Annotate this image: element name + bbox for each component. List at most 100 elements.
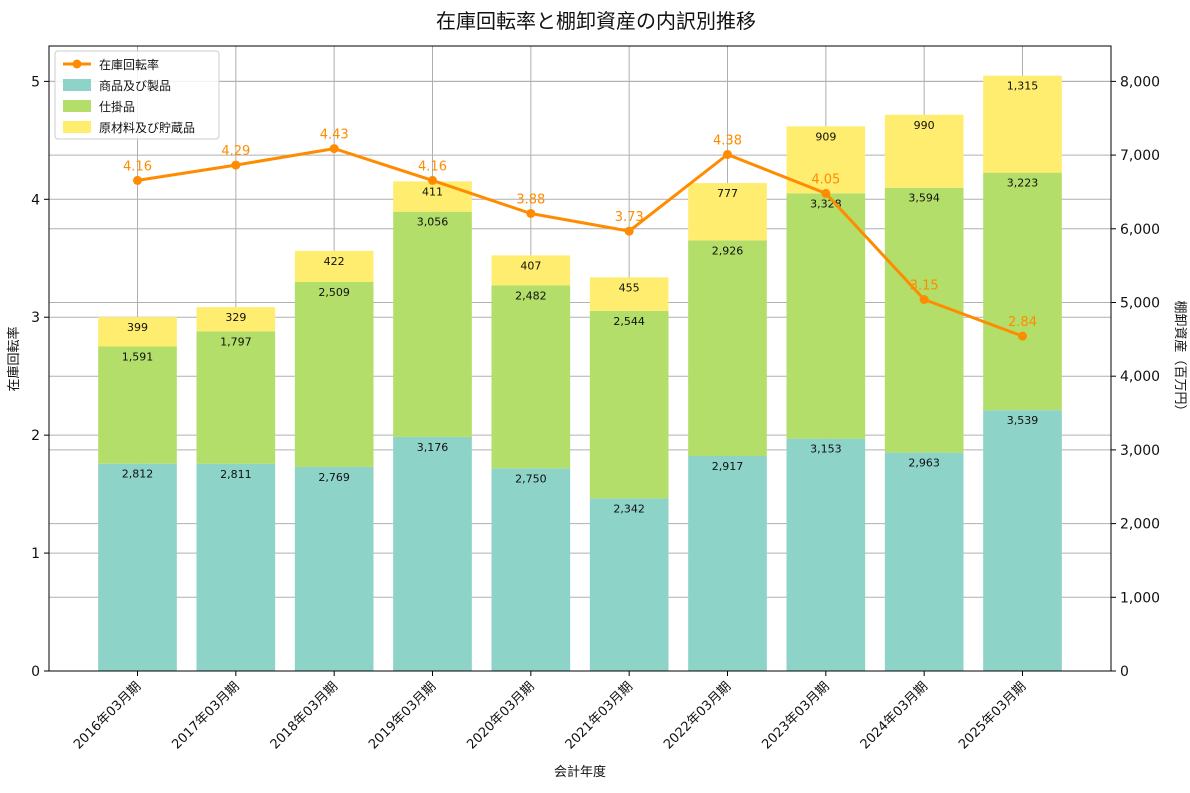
y-tick-label-right: 4,000 <box>1120 369 1160 385</box>
bar-labels-layer: 2,812 2,811 2,769 3,176 2,750 2,342 2,917 3,153… <box>122 80 1039 516</box>
bar-value-label: 411 <box>422 185 443 198</box>
bar-value-label: 2,750 <box>515 472 547 485</box>
bar-segment <box>589 498 669 671</box>
bar-segment <box>786 438 866 671</box>
x-tick-label: 2017年03月期 <box>169 679 242 752</box>
y-tick-label-left: 3 <box>31 310 40 326</box>
y-tick-label-right: 6,000 <box>1120 222 1160 238</box>
legend-label: 仕掛品 <box>99 99 135 114</box>
bar-value-label: 990 <box>914 119 935 132</box>
bar-segment <box>294 466 374 671</box>
turnover-point <box>723 149 732 159</box>
bar-segment <box>196 463 276 671</box>
turnover-point <box>624 226 634 236</box>
bar-value-label: 407 <box>520 259 541 272</box>
bar-value-label: 3,539 <box>1007 414 1039 427</box>
bar-value-label: 3,223 <box>1007 177 1039 190</box>
x-tick-label: 2016年03月期 <box>71 679 144 752</box>
x-tick-label: 2020年03月期 <box>464 679 537 752</box>
y-axis-label-left: 在庫回転率 <box>6 326 22 391</box>
bar-value-label: 2,917 <box>712 460 744 473</box>
legend-swatch <box>63 79 91 91</box>
bar-value-label: 3,594 <box>908 192 940 205</box>
bar-value-label: 2,811 <box>220 468 252 481</box>
bar-segment <box>393 436 472 671</box>
bar-segment <box>589 310 669 499</box>
bar-segment <box>983 172 1062 411</box>
bar-segment <box>688 240 767 457</box>
y-axis-label-right: 棚卸資産（百万円） <box>1172 300 1188 417</box>
x-tick-label: 2023年03月期 <box>759 679 832 752</box>
turnover-point <box>821 188 831 198</box>
bar-segment <box>983 75 1062 173</box>
y-tick-label-left: 4 <box>31 192 40 208</box>
turnover-point <box>133 175 142 185</box>
bar-segment <box>196 307 276 332</box>
bar-segment <box>688 456 767 671</box>
turnover-point <box>428 175 437 185</box>
bar-segment <box>884 187 964 453</box>
x-tick-label: 2018年03月期 <box>268 679 341 752</box>
line-layer: 4.16 4.29 4.43 4.16 3.88 3.73 4.38 4.05 3.15 2.84 <box>123 128 1037 341</box>
bar-segment <box>884 114 964 188</box>
y-tick-label-right: 2,000 <box>1120 517 1160 533</box>
legend-label: 商品及び製品 <box>99 78 171 93</box>
bar-segment <box>491 285 571 469</box>
turnover-value-label: 4.16 <box>123 159 152 174</box>
y-tick-label-right: 0 <box>1120 664 1129 680</box>
x-tick-label: 2019年03月期 <box>366 679 439 752</box>
bar-value-label: 2,926 <box>712 244 744 257</box>
bar-value-label: 2,342 <box>613 502 645 515</box>
bar-segment <box>294 281 374 467</box>
bar-value-label: 2,769 <box>318 471 350 484</box>
legend-swatch <box>63 121 91 133</box>
turnover-line <box>137 147 1024 338</box>
bar-segment <box>196 331 276 464</box>
bar-segment <box>491 255 571 286</box>
turnover-value-label: 4.43 <box>320 128 349 143</box>
turnover-value-label: 4.38 <box>713 133 742 148</box>
bars-layer <box>98 75 1062 671</box>
bar-value-label: 2,509 <box>318 286 350 299</box>
legend-label: 原材料及び貯蔵品 <box>99 121 195 135</box>
bar-segment <box>98 346 177 464</box>
bar-value-label: 422 <box>324 255 345 268</box>
y-tick-label-right: 7,000 <box>1120 148 1160 164</box>
y-tick-label-right: 1,000 <box>1120 590 1160 606</box>
bar-segment <box>98 463 177 671</box>
turnover-point <box>919 295 929 305</box>
bar-segment <box>589 277 669 311</box>
y-tick-label-right: 5,000 <box>1120 295 1160 311</box>
chart-title: 在庫回転率と棚卸資産の内訳別推移 <box>436 9 756 33</box>
bar-value-label: 1,591 <box>122 350 154 363</box>
y-tick-label-right: 3,000 <box>1120 443 1160 459</box>
turnover-value-label: 3.73 <box>615 210 644 225</box>
turnover-point <box>1018 331 1027 341</box>
bar-segment <box>983 410 1062 671</box>
legend-label: 在庫回転率 <box>99 57 159 72</box>
bar-segment <box>786 193 866 439</box>
bar-segment <box>393 211 472 437</box>
legend-swatch <box>63 100 91 112</box>
legend-box <box>54 50 220 140</box>
legend-line-marker <box>72 59 82 69</box>
bar-segment <box>98 317 177 347</box>
y-tick-label-left: 2 <box>31 428 40 444</box>
turnover-point <box>526 208 536 218</box>
turnover-point <box>329 144 339 154</box>
y-tick-label-left: 1 <box>31 546 40 562</box>
bar-value-label: 1,315 <box>1007 80 1039 93</box>
turnover-value-label: 2.84 <box>1008 315 1037 330</box>
turnover-value-label: 3.88 <box>516 192 545 207</box>
bar-segment <box>884 452 964 671</box>
bar-segment <box>294 250 374 282</box>
x-tick-label: 2024年03月期 <box>858 679 931 752</box>
bar-value-label: 2,812 <box>122 468 154 481</box>
x-tick-label: 2021年03月期 <box>563 679 636 752</box>
bar-value-label: 399 <box>127 321 148 334</box>
bar-value-label: 777 <box>717 187 738 200</box>
y-tick-label-right: 8,000 <box>1120 74 1160 90</box>
